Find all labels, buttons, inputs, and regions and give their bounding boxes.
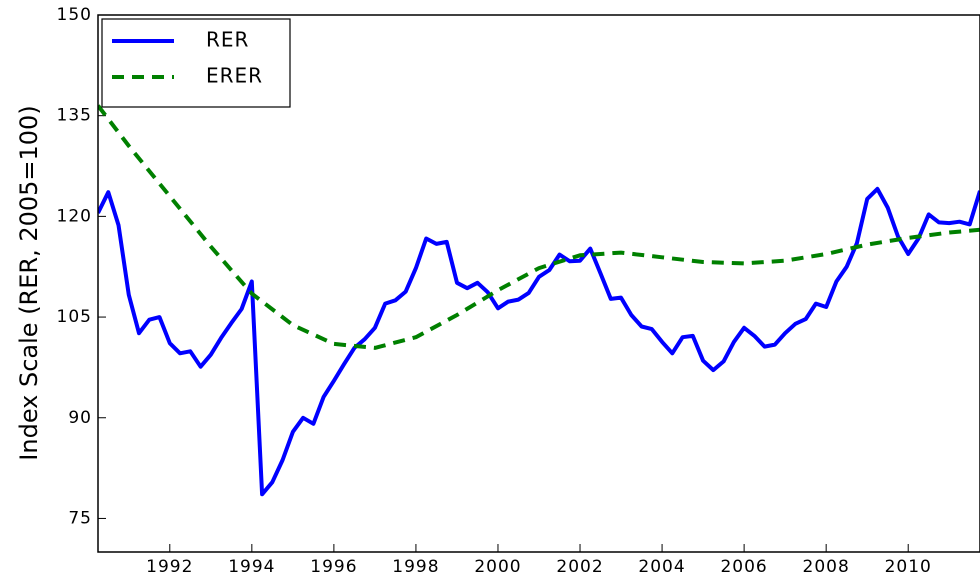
y-tick-label: 150	[57, 5, 92, 25]
x-tick-label: 2006	[720, 557, 767, 577]
x-tick-label: 2002	[556, 557, 603, 577]
y-tick-label: 120	[57, 206, 92, 226]
legend-label: ERER	[206, 64, 263, 88]
x-tick-label: 2008	[803, 557, 850, 577]
x-tick-label: 2000	[474, 557, 521, 577]
legend-label: RER	[206, 28, 249, 52]
plot-frame	[97, 14, 980, 553]
x-tick-label: 1998	[392, 557, 439, 577]
x-tick-label: 2004	[638, 557, 685, 577]
y-tick-label: 75	[68, 508, 92, 528]
x-tick-label: 1992	[146, 557, 193, 577]
series-line	[98, 104, 980, 350]
y-axis-label: Index Scale (RER, 2005=100)	[15, 105, 43, 460]
x-tick-label: 1996	[310, 557, 357, 577]
x-tick-label: 1994	[228, 557, 275, 577]
y-tick-label: 135	[57, 106, 92, 126]
y-tick-label: 105	[57, 307, 92, 327]
x-tick-label: 2010	[885, 557, 932, 577]
legend-box	[101, 18, 291, 108]
series-line	[98, 186, 980, 497]
y-tick-label: 90	[68, 408, 92, 428]
